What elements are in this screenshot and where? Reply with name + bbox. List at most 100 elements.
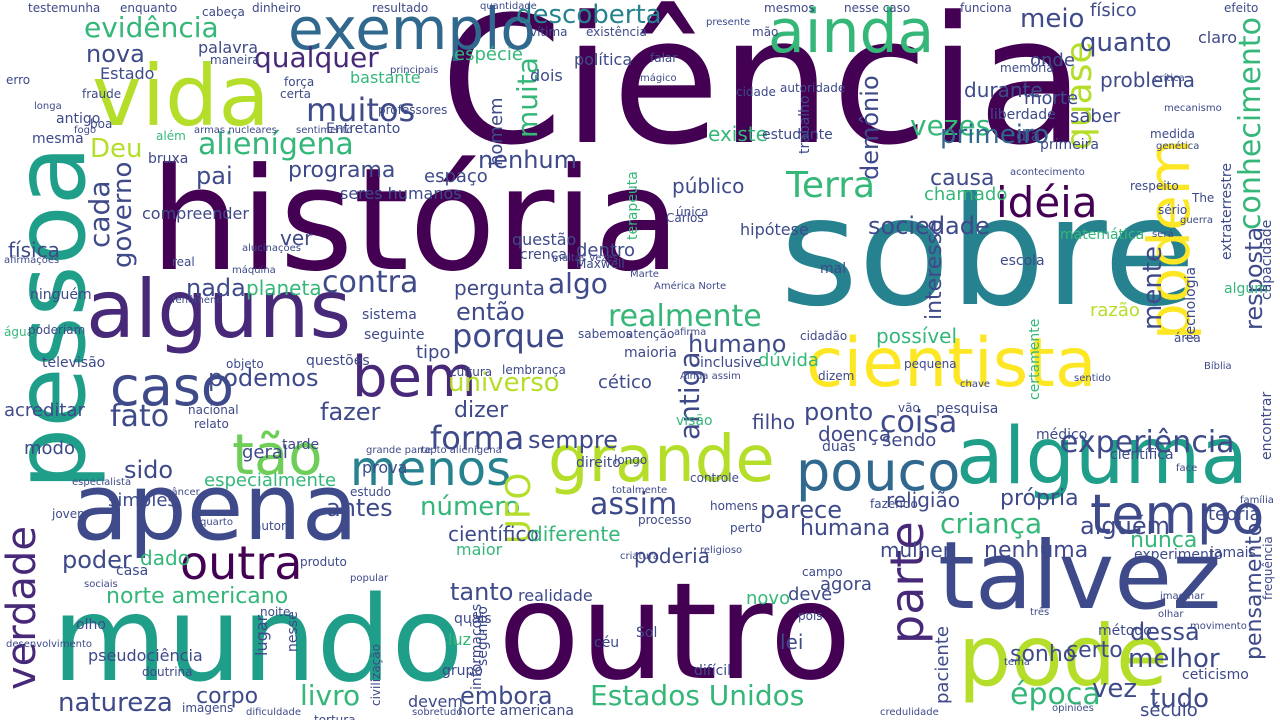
word-imaginar: imaginar bbox=[1160, 591, 1205, 602]
word-prova: prova bbox=[362, 458, 408, 477]
word-algo: algo bbox=[548, 267, 608, 300]
word-presente: presente bbox=[706, 17, 751, 28]
word-cientista: cientista bbox=[806, 324, 1097, 403]
word-armas-nucleares: armas nucleares bbox=[194, 125, 277, 136]
word-autoridade: autoridade bbox=[780, 81, 846, 95]
word-respeito: respeito bbox=[1130, 179, 1179, 193]
word-enquanto: enquanto bbox=[120, 1, 178, 15]
word-tarde: tarde bbox=[282, 437, 320, 453]
word-embora: embora bbox=[460, 682, 553, 710]
word-acontecimento: acontecimento bbox=[1010, 167, 1085, 178]
word-jamais: jamais bbox=[1210, 545, 1256, 561]
word-the: The bbox=[1192, 191, 1215, 205]
word-liberdade: liberdade bbox=[990, 107, 1056, 123]
word-diferente: diferente bbox=[530, 522, 621, 546]
word-campo: campo bbox=[802, 565, 843, 579]
word-longa: longa bbox=[34, 101, 62, 112]
word-ceticismo: ceticismo bbox=[1182, 667, 1249, 683]
word-teoria: teoria bbox=[1208, 504, 1261, 525]
word-crenca: crença bbox=[520, 247, 567, 263]
word-entao: então bbox=[456, 298, 525, 326]
word-carlos: Carlos bbox=[666, 211, 704, 225]
word-visao: visão bbox=[676, 413, 713, 429]
word-lugar: lugar bbox=[252, 614, 271, 656]
word-coisa: coisa bbox=[880, 405, 958, 440]
word-tipo: tipo bbox=[416, 342, 451, 363]
word-alguem: alguém bbox=[1080, 512, 1170, 540]
word-certo: certo bbox=[1066, 638, 1123, 663]
word-fogo: fogo bbox=[74, 125, 97, 136]
word-fato: fato bbox=[110, 399, 170, 434]
word-familia: família bbox=[1240, 495, 1274, 506]
word-estudante: estudante bbox=[762, 127, 833, 143]
word-sociais: sociais bbox=[84, 579, 118, 590]
word-evidencia: evidência bbox=[84, 11, 219, 44]
word-sistema: sistema bbox=[362, 307, 417, 323]
word-tema: tema bbox=[1004, 657, 1030, 668]
word-mecanismo: mecanismo bbox=[1164, 103, 1222, 114]
word-mal: mal bbox=[820, 261, 847, 277]
word-bastante: bastante bbox=[350, 68, 421, 87]
word-pequena: pequena bbox=[904, 357, 957, 371]
word-opinioes: opiniões bbox=[1052, 703, 1094, 714]
word-sobretudo: sobretudo bbox=[412, 707, 463, 718]
word-dizer: dizer bbox=[454, 398, 509, 423]
word-poderiam: poderiam bbox=[28, 323, 86, 337]
word-area: área bbox=[1174, 331, 1201, 345]
word-trabalho: trabalho bbox=[797, 95, 813, 154]
word-grande-parte: grande parte bbox=[366, 445, 432, 456]
word-america-norte: América Norte bbox=[654, 281, 727, 292]
word-magico: mágico bbox=[640, 73, 677, 84]
word-fenomeno: fenômeno bbox=[172, 295, 223, 306]
word-deve: deve bbox=[788, 584, 833, 605]
word-epoca: época bbox=[1010, 677, 1101, 712]
word-muitas-vezes: muitas vezes bbox=[552, 253, 618, 264]
word-dentro: dentro bbox=[576, 240, 635, 261]
word-forca: força bbox=[284, 75, 315, 89]
word-possivel: possível bbox=[876, 324, 958, 348]
word-homem: homem bbox=[486, 97, 507, 166]
word-tres: três bbox=[1030, 607, 1050, 618]
word-marte: Marte bbox=[630, 269, 659, 280]
word-primeira: primeira bbox=[1040, 137, 1100, 153]
word-inclusive: inclusive bbox=[700, 355, 762, 371]
word-verdade: verdade bbox=[0, 526, 45, 690]
word-tecnologia: tecnologia bbox=[1183, 266, 1199, 340]
word-nova: nova bbox=[86, 40, 145, 68]
word-tempo: tempo bbox=[1090, 483, 1265, 546]
word-nenhum: nenhum bbox=[478, 146, 577, 174]
word-cada: cada bbox=[83, 180, 116, 248]
word-estado: Estado bbox=[100, 64, 155, 83]
word-realidade: realidade bbox=[518, 586, 593, 605]
word-boa: boa bbox=[90, 117, 113, 131]
word-autor: autor bbox=[254, 519, 286, 533]
word-tortura: tortura bbox=[314, 713, 356, 720]
word-biblia: Bíblia bbox=[1204, 361, 1232, 372]
word-outra: outra bbox=[180, 536, 303, 590]
word-tanto: tanto bbox=[450, 578, 514, 606]
word-programa: programa bbox=[288, 158, 396, 183]
word-tudo: tudo bbox=[1150, 684, 1210, 714]
word-quantidade: quantidade bbox=[480, 1, 537, 12]
word-guerra: guerra bbox=[1180, 215, 1214, 226]
word-descoberta: descoberta bbox=[516, 0, 662, 30]
word-erro: erro bbox=[6, 73, 31, 87]
word-alguma: alguma bbox=[956, 412, 1249, 502]
word-vezes: vezes bbox=[910, 109, 991, 142]
word-afirmacoes: afirmações bbox=[4, 255, 60, 266]
word-olhar: olhar bbox=[1158, 609, 1184, 620]
word-ainda: ainda bbox=[768, 0, 935, 67]
word-mesma: mesma bbox=[32, 131, 84, 147]
word-pai: pai bbox=[196, 162, 233, 190]
word-planeta: planeta bbox=[246, 276, 322, 300]
word-alem: além bbox=[156, 129, 186, 143]
word-luz: luz bbox=[448, 630, 471, 649]
word-durante: durante bbox=[964, 78, 1043, 102]
word-chamado: chamado bbox=[924, 184, 1008, 205]
word-caso: caso bbox=[110, 355, 234, 418]
word-mulher: mulher bbox=[880, 538, 951, 562]
word-certamente: certamente bbox=[1027, 318, 1043, 400]
word-palavra: palavra bbox=[198, 38, 259, 57]
word-homens: homens bbox=[710, 499, 758, 513]
